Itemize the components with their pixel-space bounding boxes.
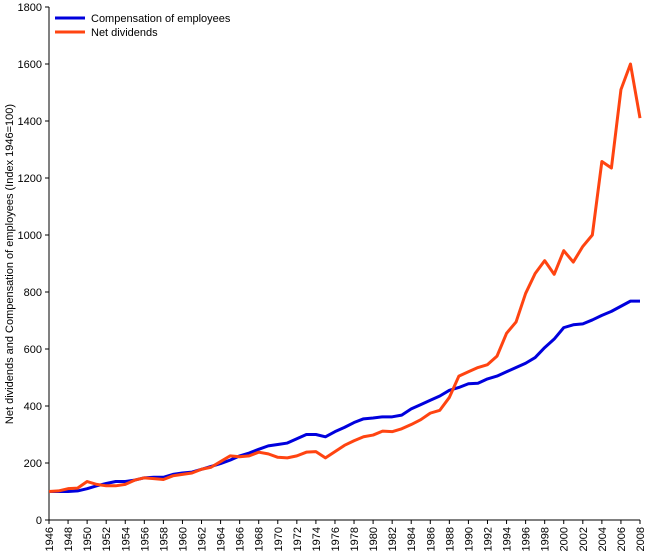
- y-tick-label: 200: [24, 458, 42, 470]
- x-tick-label: 1964: [216, 527, 228, 551]
- x-tick-label: 1990: [463, 527, 475, 551]
- x-tick-label: 1956: [139, 527, 151, 551]
- x-tick-label: 1986: [425, 527, 437, 551]
- x-tick-label: 1978: [349, 527, 361, 551]
- y-tick-label: 1800: [18, 2, 42, 14]
- x-tick-label: 1948: [63, 527, 75, 551]
- x-tick-label: 1988: [444, 527, 456, 551]
- x-tick-label: 1946: [44, 527, 56, 551]
- x-tick-label: 2006: [616, 527, 628, 551]
- legend-label: Net dividends: [91, 27, 158, 39]
- x-tick-label: 2004: [597, 527, 609, 551]
- x-tick-label: 2002: [578, 527, 590, 551]
- x-tick-label: 1958: [158, 527, 170, 551]
- x-tick-label: 1984: [406, 527, 418, 551]
- y-tick-label: 1000: [18, 230, 42, 242]
- x-tick-label: 1998: [540, 527, 552, 551]
- x-tick-label: 1974: [311, 527, 323, 551]
- y-tick-label: 800: [24, 287, 42, 299]
- x-tick-label: 2000: [559, 527, 571, 551]
- x-tick-label: 1994: [502, 527, 514, 551]
- x-tick-label: 1968: [254, 527, 266, 551]
- series-line: [48, 62, 642, 493]
- x-tick-label: 1950: [82, 527, 94, 551]
- y-tick-label: 400: [24, 401, 42, 413]
- y-tick-label: 0: [36, 515, 42, 527]
- x-tick-label: 1992: [482, 527, 494, 551]
- x-tick-label: 1960: [177, 527, 189, 551]
- x-tick-label: 1996: [521, 527, 533, 551]
- x-tick-label: 1970: [273, 527, 285, 551]
- y-axis-label: Net dividends and Compensation of employ…: [4, 104, 16, 424]
- x-tick-label: 2008: [635, 527, 647, 551]
- y-tick-label: 600: [24, 344, 42, 356]
- y-tick-label: 1200: [18, 173, 42, 185]
- x-tick-label: 1954: [120, 527, 132, 551]
- x-tick-label: 1976: [330, 527, 342, 551]
- legend-label: Compensation of employees: [91, 13, 231, 25]
- x-tick-label: 1972: [292, 527, 304, 551]
- x-tick-label: 1966: [235, 527, 247, 551]
- y-tick-label: 1600: [18, 59, 42, 71]
- series-line: [49, 299, 640, 493]
- x-tick-label: 1980: [368, 527, 380, 551]
- y-tick-label: 1400: [18, 116, 42, 128]
- x-tick-label: 1952: [101, 527, 113, 551]
- x-tick-label: 1982: [387, 527, 399, 551]
- x-tick-label: 1962: [197, 527, 209, 551]
